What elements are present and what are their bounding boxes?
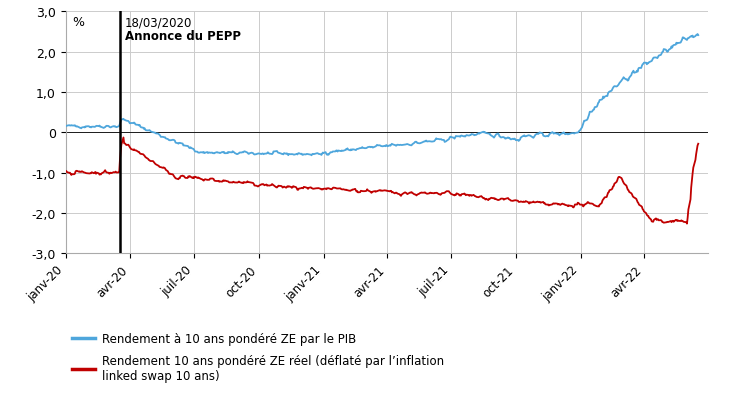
Text: %: % bbox=[72, 16, 84, 29]
Text: Annonce du PEPP: Annonce du PEPP bbox=[125, 30, 241, 43]
Text: 18/03/2020: 18/03/2020 bbox=[125, 16, 192, 29]
Legend: Rendement à 10 ans pondéré ZE par le PIB, Rendement 10 ans pondéré ZE réel (défl: Rendement à 10 ans pondéré ZE par le PIB… bbox=[72, 332, 445, 382]
